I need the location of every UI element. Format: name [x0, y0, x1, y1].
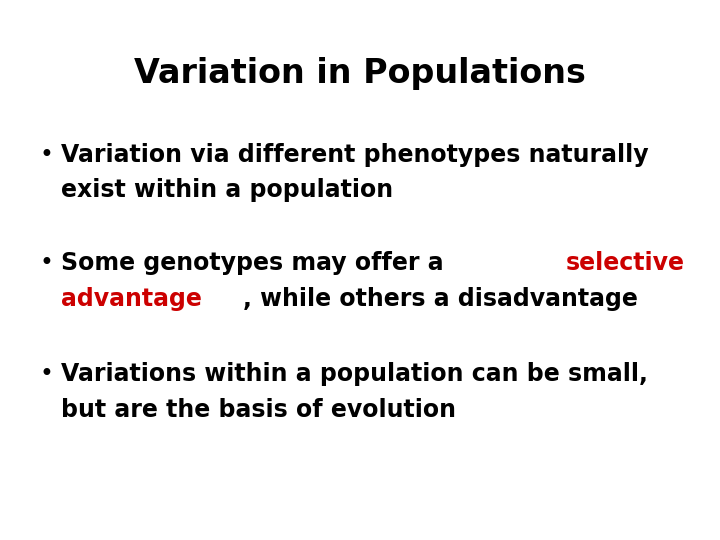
- Text: •: •: [40, 251, 53, 275]
- Text: , while others a disadvantage: , while others a disadvantage: [243, 287, 638, 311]
- Text: Variation in Populations: Variation in Populations: [134, 57, 586, 90]
- Text: Some genotypes may offer a: Some genotypes may offer a: [61, 251, 452, 275]
- Text: Variation via different phenotypes naturally: Variation via different phenotypes natur…: [61, 143, 649, 167]
- Text: selective: selective: [565, 251, 685, 275]
- Text: exist within a population: exist within a population: [61, 178, 393, 202]
- Text: advantage: advantage: [61, 287, 202, 311]
- Text: •: •: [40, 143, 53, 167]
- Text: but are the basis of evolution: but are the basis of evolution: [61, 398, 456, 422]
- Text: Variations within a population can be small,: Variations within a population can be sm…: [61, 362, 648, 386]
- Text: •: •: [40, 362, 53, 386]
